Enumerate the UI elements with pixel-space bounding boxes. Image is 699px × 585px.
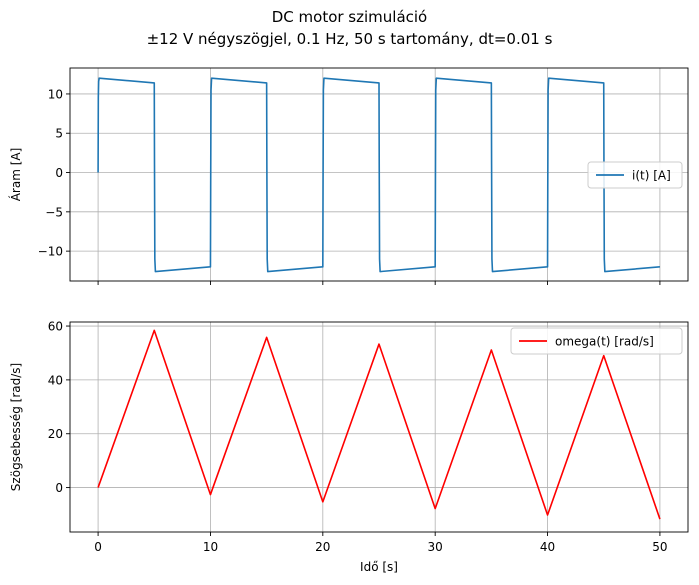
x-tick-label: 20 xyxy=(315,540,330,554)
chart-1: −10 −5 0 5 10 Áram [A] i(t) [A] xyxy=(8,67,689,285)
y-tick-label: −10 xyxy=(38,245,63,259)
plot-frame xyxy=(69,321,689,533)
series-line xyxy=(97,329,661,520)
x-tick-label: 10 xyxy=(203,540,218,554)
y-tick-label: 60 xyxy=(48,320,63,334)
y-tick-label: 0 xyxy=(55,166,63,180)
legend-label: i(t) [A] xyxy=(632,169,671,183)
legend-box xyxy=(510,327,683,355)
series-line xyxy=(97,77,660,273)
y-tick-label: 40 xyxy=(48,373,63,387)
y-tick-label: 5 xyxy=(55,127,63,141)
x-tick-label: 50 xyxy=(652,540,667,554)
x-tick-label: 40 xyxy=(540,540,555,554)
figure-title: DC motor szimuláció xyxy=(271,8,428,26)
plot-frame xyxy=(69,67,689,282)
legend-box xyxy=(587,161,683,189)
y-tick-label: 0 xyxy=(55,481,63,495)
legend-label: omega(t) [rad/s] xyxy=(555,335,654,349)
x-tick-label: 30 xyxy=(428,540,443,554)
y-tick-label: 20 xyxy=(48,427,63,441)
legend: omega(t) [rad/s] xyxy=(510,327,683,355)
y-tick-label: −5 xyxy=(45,205,63,219)
figure-subtitle: ±12 V négyszögjel, 0.1 Hz, 50 s tartomán… xyxy=(146,30,553,48)
y-axis-label: Áram [A] xyxy=(8,148,23,202)
y-tick-label: 10 xyxy=(48,87,63,101)
chart-2: 0 10 20 30 40 50 0 20 40 60 Szögsebesség [rad/s] Id… xyxy=(9,320,689,574)
legend: i(t) [A] xyxy=(587,161,683,189)
y-axis-label: Szögsebesség [rad/s] xyxy=(9,363,23,491)
x-tick-label: 0 xyxy=(94,540,102,554)
x-axis-label: Idő [s] xyxy=(360,560,398,574)
